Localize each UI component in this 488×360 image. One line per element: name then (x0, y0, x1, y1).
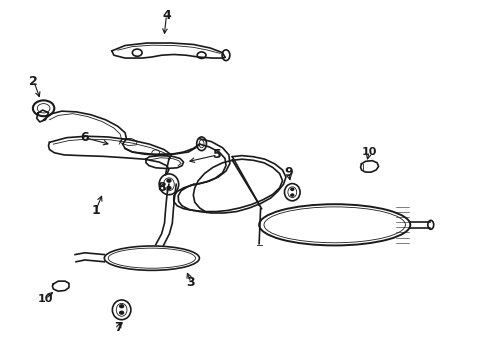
Text: 10: 10 (361, 147, 376, 157)
Text: 10: 10 (38, 294, 53, 304)
Text: 8: 8 (157, 181, 165, 194)
Circle shape (166, 179, 170, 182)
Text: 1: 1 (91, 204, 100, 217)
Circle shape (120, 305, 123, 308)
Circle shape (120, 311, 123, 314)
Circle shape (290, 188, 293, 190)
Text: 6: 6 (80, 131, 89, 144)
Text: 3: 3 (186, 276, 195, 289)
Circle shape (166, 186, 170, 189)
Text: 2: 2 (29, 75, 38, 88)
Text: 7: 7 (114, 321, 123, 334)
Text: 9: 9 (284, 166, 292, 179)
Text: 5: 5 (213, 148, 222, 161)
Circle shape (290, 194, 293, 196)
Text: 4: 4 (162, 9, 170, 22)
